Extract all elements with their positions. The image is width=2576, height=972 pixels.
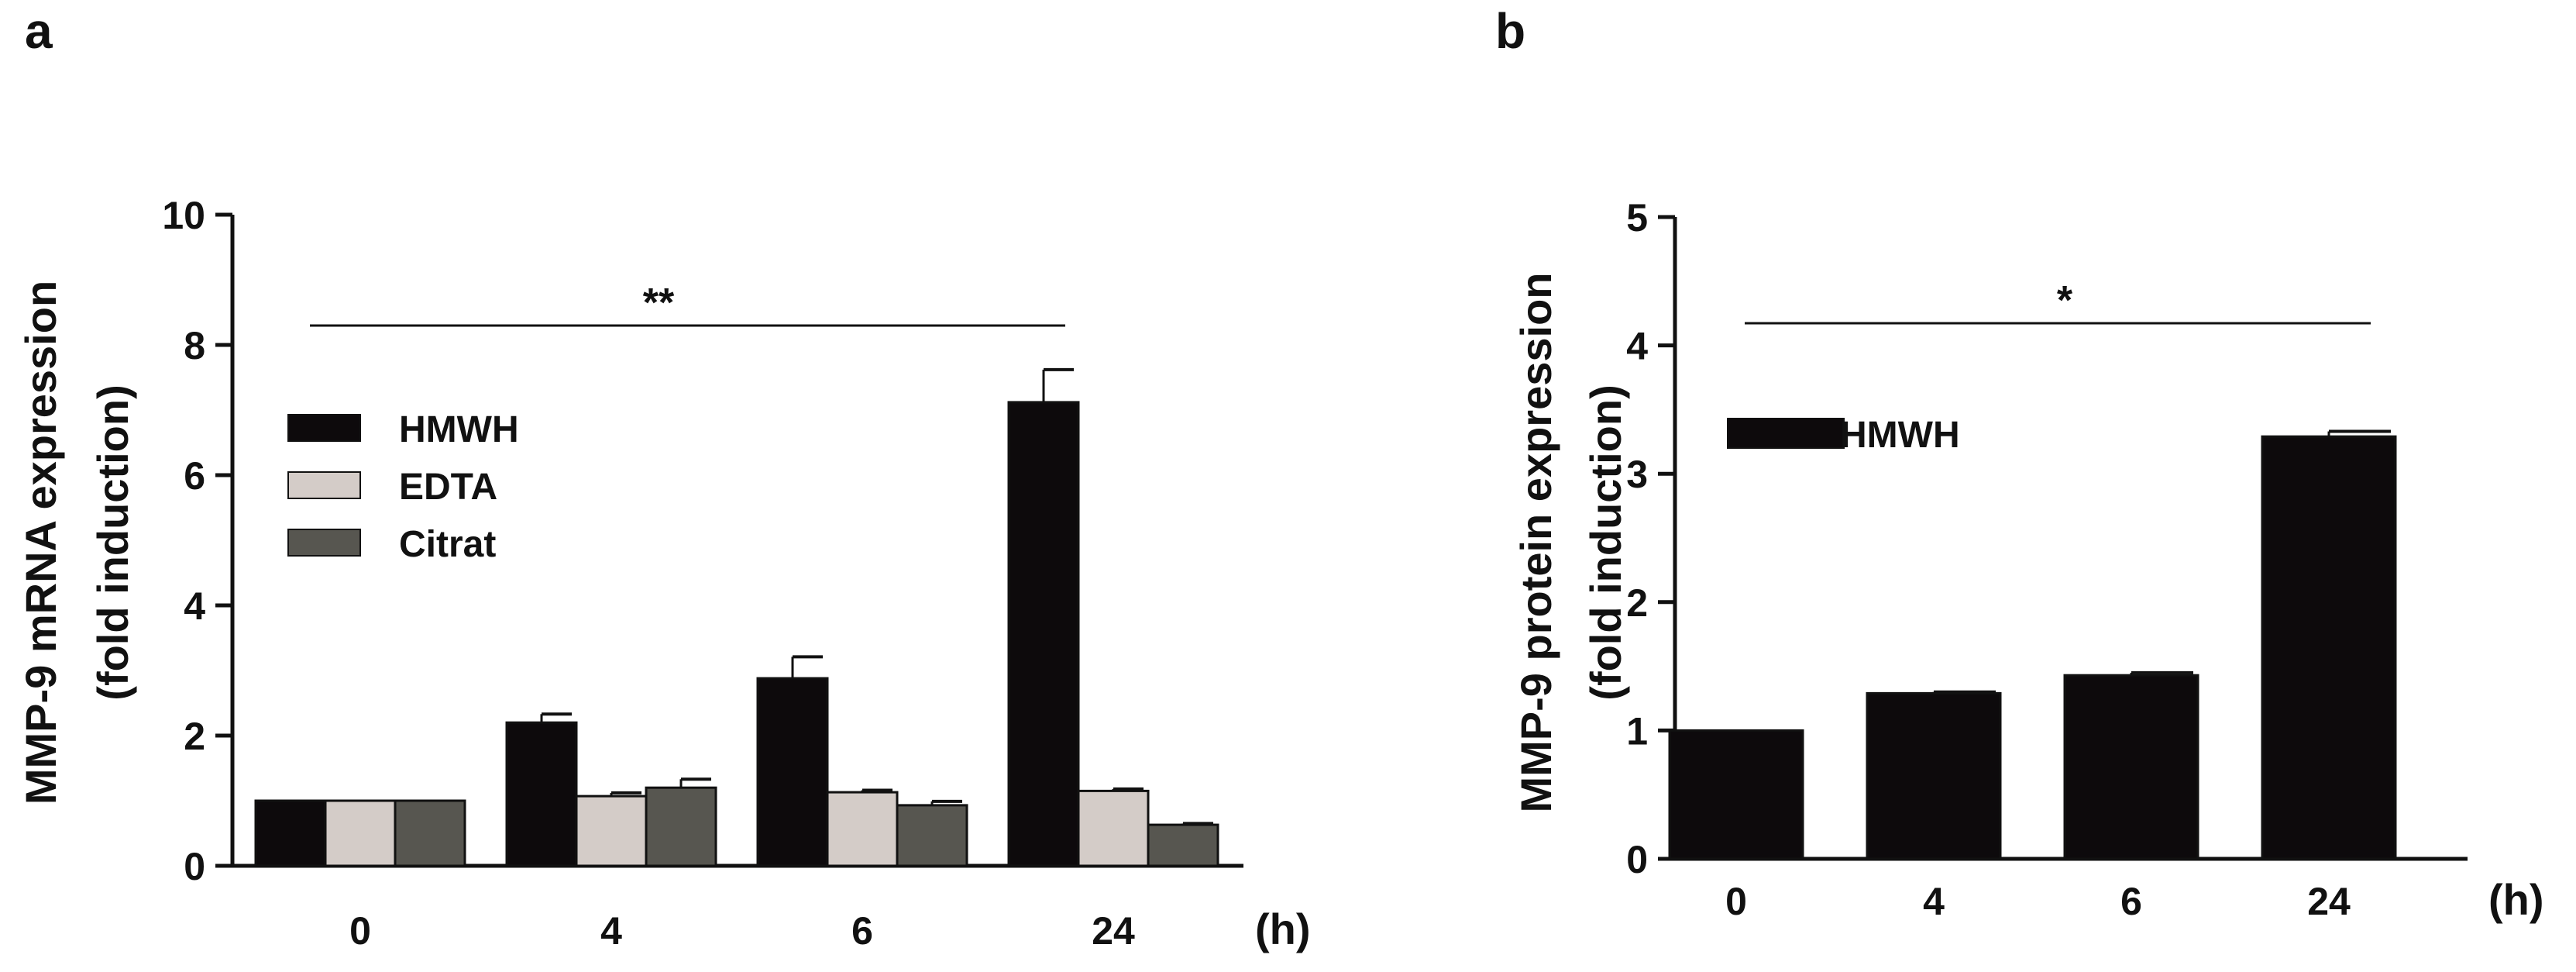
- y-tick-label-b: 4: [1626, 325, 1648, 368]
- y-tick-label-a: 2: [184, 715, 205, 758]
- y-tick-label-a: 8: [184, 324, 205, 367]
- significance-marker-b: *: [2057, 278, 2073, 323]
- y-tick-label-a: 10: [162, 194, 205, 237]
- bar-edta-24h-a: [1077, 789, 1150, 867]
- legend-b: HMWH: [1727, 415, 1960, 456]
- bar-citrat-6h-a: [896, 804, 968, 867]
- y-tick-label-a: 6: [184, 454, 205, 498]
- bar-hmwh-4h-a: [505, 721, 578, 867]
- significance-marker-a: **: [643, 281, 675, 326]
- y-tick-label-a: 4: [184, 584, 205, 628]
- bar-citrat-0h-a: [394, 799, 466, 867]
- bar-hmwh-0h-b: [1668, 729, 1804, 860]
- legend-label-citrat-a: Citrat: [399, 524, 496, 565]
- panel-letter-a: a: [25, 3, 53, 59]
- legend-swatch-edta-a: [287, 471, 361, 499]
- legend-a: HMWH EDTA Citrat: [287, 409, 519, 565]
- bar-hmwh-4h-b: [1866, 691, 2002, 860]
- x-tick-label-b: 6: [2120, 880, 2142, 923]
- y-axis-title-b: MMP-9 protein expression: [1512, 272, 1560, 812]
- legend-label-hmwh-b: HMWH: [1840, 415, 1960, 456]
- legend-label-edta-a: EDTA: [399, 467, 497, 508]
- bar-hmwh-6h-b: [2063, 674, 2199, 860]
- bar-edta-0h-a: [324, 799, 397, 867]
- x-unit-b: (h): [2488, 875, 2544, 924]
- bar-hmwh-6h-a: [756, 677, 829, 867]
- bar-edta-6h-a: [826, 791, 899, 867]
- legend-swatch-citrat-a: [287, 529, 361, 557]
- x-tick-label-a: 6: [851, 909, 873, 953]
- legend-swatch-hmwh-b: [1727, 418, 1845, 449]
- x-tick-label-b: 24: [2307, 880, 2351, 923]
- bar-hmwh-24h-a: [1007, 401, 1080, 867]
- bar-edta-4h-a: [575, 794, 648, 867]
- bar-citrat-24h-a: [1147, 823, 1219, 867]
- x-tick-label-b: 0: [1725, 880, 1747, 923]
- x-tick-label-a: 0: [349, 909, 371, 953]
- y-tick-label-b: 1: [1626, 709, 1648, 753]
- legend-swatch-hmwh-a: [287, 414, 361, 442]
- x-unit-a: (h): [1255, 905, 1311, 953]
- y-tick-label-a: 0: [184, 845, 205, 888]
- y-tick-label-b: 3: [1626, 453, 1648, 496]
- y-tick-label-b: 2: [1626, 581, 1648, 625]
- x-tick-label-a: 24: [1092, 909, 1135, 953]
- y-axis-subtitle-b: (fold induction): [1581, 384, 1630, 700]
- x-tick-label-b: 4: [1923, 880, 1945, 923]
- bar-hmwh-24h-b: [2261, 435, 2397, 860]
- legend-label-hmwh-a: HMWH: [399, 409, 519, 450]
- y-axis-title-a: MMP-9 mRNA expression: [16, 281, 65, 805]
- y-axis-subtitle-a: (fold induction): [88, 384, 137, 700]
- panel-letter-b: b: [1495, 3, 1525, 59]
- chart-b: 0 1 2 3 4 5 0 4 6 24: [1626, 196, 2468, 923]
- x-tick-label-a: 4: [600, 909, 622, 953]
- y-tick-label-b: 5: [1626, 196, 1648, 240]
- bar-hmwh-0h-a: [254, 799, 327, 867]
- y-tick-label-b: 0: [1626, 838, 1648, 881]
- bar-citrat-4h-a: [645, 786, 717, 867]
